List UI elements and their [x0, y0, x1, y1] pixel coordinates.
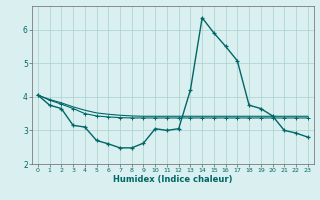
X-axis label: Humidex (Indice chaleur): Humidex (Indice chaleur) [113, 175, 233, 184]
